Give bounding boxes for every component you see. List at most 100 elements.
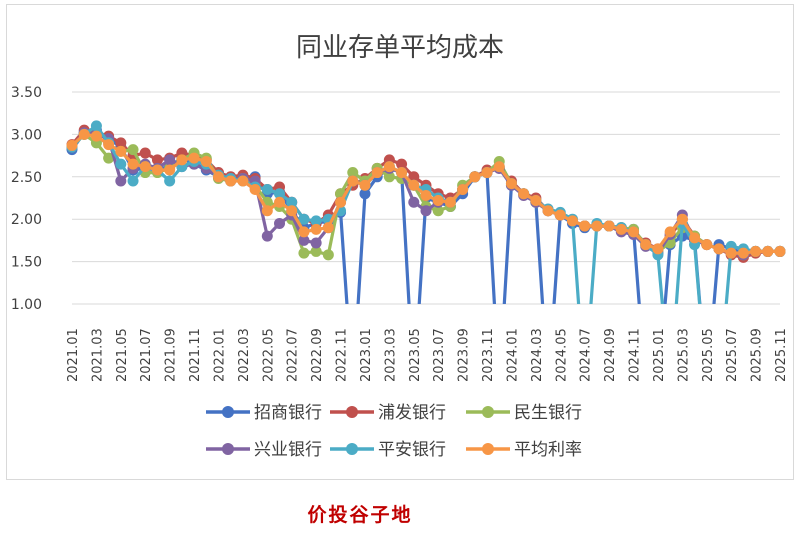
data-point [261, 205, 273, 217]
legend-label: 平均利率 [514, 440, 582, 460]
legend-marker [222, 443, 234, 455]
x-tick-label: 2021.03 [90, 328, 105, 382]
x-tick-label: 2025.09 [750, 328, 765, 382]
data-point [127, 175, 139, 187]
data-point [383, 171, 395, 183]
x-tick-label: 2025.07 [725, 328, 740, 382]
data-point [115, 175, 127, 187]
x-tick-label: 2022.05 [261, 328, 276, 382]
data-point [530, 195, 542, 207]
x-tick-label: 2024.01 [505, 328, 520, 382]
data-point [78, 128, 90, 140]
x-tick-label: 2025.01 [652, 328, 667, 382]
data-point [261, 184, 273, 196]
data-point [566, 215, 578, 227]
data-point [396, 167, 408, 179]
x-tick-label: 2024.11 [628, 328, 643, 382]
series-6 [66, 128, 786, 259]
data-point [737, 247, 749, 259]
x-tick-label: 2025.03 [676, 328, 691, 382]
data-point [310, 223, 322, 235]
legend-label: 浦发银行 [378, 403, 446, 423]
data-point [396, 158, 408, 170]
x-tick-label: 2023.05 [408, 328, 423, 382]
data-point [286, 205, 298, 217]
legend-label: 兴业银行 [254, 440, 322, 460]
x-tick-label: 2023.09 [457, 328, 472, 382]
x-tick-label: 2022.11 [335, 328, 350, 382]
x-tick-label: 2023.03 [383, 328, 398, 382]
legend-item: 平安银行 [330, 440, 446, 460]
data-point [713, 383, 724, 394]
data-point [701, 383, 712, 394]
data-point [164, 175, 176, 187]
data-point [603, 220, 615, 232]
legend-marker [222, 406, 234, 418]
data-point [543, 383, 554, 394]
data-point [115, 145, 127, 157]
data-point [359, 179, 371, 191]
data-point [554, 209, 566, 221]
x-tick-label: 2024.03 [530, 328, 545, 382]
data-point [200, 156, 212, 168]
legend-label: 平安银行 [378, 440, 446, 460]
data-point [347, 167, 359, 179]
y-tick-label: 2.50 [11, 170, 42, 186]
x-tick-label: 2023.01 [359, 328, 374, 382]
x-tick-label: 2022.03 [237, 328, 252, 382]
data-point [347, 175, 359, 187]
x-tick-label: 2024.05 [554, 328, 569, 382]
data-point [665, 383, 676, 394]
data-point [249, 184, 261, 196]
y-tick-label: 3.50 [11, 85, 42, 101]
legend-marker [346, 443, 358, 455]
data-point [579, 220, 591, 232]
y-tick-label: 1.50 [11, 255, 42, 271]
data-point [469, 171, 481, 183]
x-tick-label: 2021.01 [66, 328, 81, 382]
data-point [274, 196, 286, 208]
data-point [103, 139, 115, 151]
data-point [640, 383, 651, 394]
data-point [615, 223, 627, 235]
data-point [139, 161, 151, 173]
data-point [701, 239, 713, 251]
legend-label: 民生银行 [514, 403, 582, 423]
data-point [408, 196, 420, 208]
data-point [225, 175, 237, 187]
legend-marker [482, 406, 494, 418]
data-point [652, 383, 663, 394]
data-point [127, 158, 139, 170]
data-point [90, 120, 102, 132]
data-point [408, 171, 420, 183]
y-tick-label: 1.00 [11, 297, 42, 313]
data-point [725, 247, 737, 259]
data-point [115, 158, 127, 170]
data-point [310, 237, 322, 249]
data-point [493, 161, 505, 173]
data-point [408, 179, 420, 191]
data-point [274, 188, 286, 200]
data-point [359, 188, 371, 200]
y-tick-label: 3.00 [11, 127, 42, 143]
data-point [151, 154, 163, 166]
data-point [164, 154, 176, 166]
data-point [115, 137, 127, 149]
data-point [652, 243, 664, 255]
data-point [298, 234, 310, 246]
data-point [286, 196, 298, 208]
data-point [713, 243, 725, 255]
data-point [762, 245, 774, 257]
x-axis-ticks: 2021.01 2021.03 2021.05 2021.07 2021.09 2021.… [66, 328, 789, 382]
data-point [188, 152, 200, 164]
data-point [432, 205, 444, 217]
data-point [322, 222, 334, 234]
data-point [322, 249, 334, 261]
x-tick-label: 2021.09 [164, 328, 179, 382]
legend-label: 招商银行 [254, 403, 322, 423]
data-point [750, 245, 762, 257]
data-point [542, 205, 554, 217]
data-point [505, 178, 517, 190]
data-point [444, 196, 456, 208]
legend-marker [346, 406, 358, 418]
